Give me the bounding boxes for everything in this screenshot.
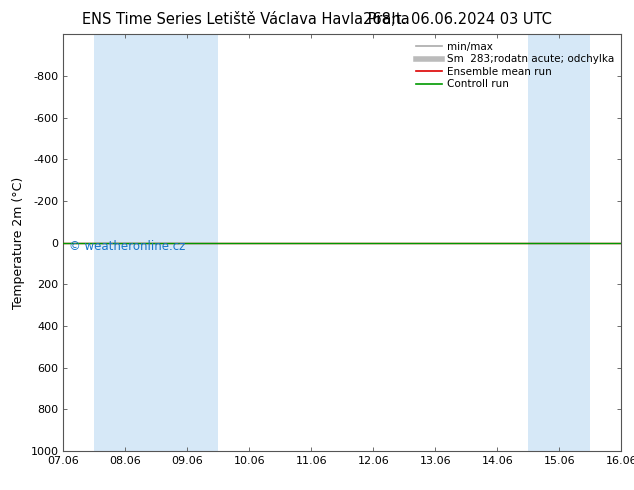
Bar: [528, 34, 590, 451]
Y-axis label: Temperature 2m (°C): Temperature 2m (°C): [12, 176, 25, 309]
Text: © weatheronline.cz: © weatheronline.cz: [69, 241, 185, 253]
Text: 268;t. 06.06.2024 03 UTC: 268;t. 06.06.2024 03 UTC: [363, 12, 552, 27]
Text: ENS Time Series Letiště Václava Havla Praha: ENS Time Series Letiště Václava Havla Pr…: [82, 12, 410, 27]
Legend: min/max, Sm  283;rodatn acute; odchylka, Ensemble mean run, Controll run: min/max, Sm 283;rodatn acute; odchylka, …: [411, 37, 618, 94]
Bar: [94, 34, 218, 451]
